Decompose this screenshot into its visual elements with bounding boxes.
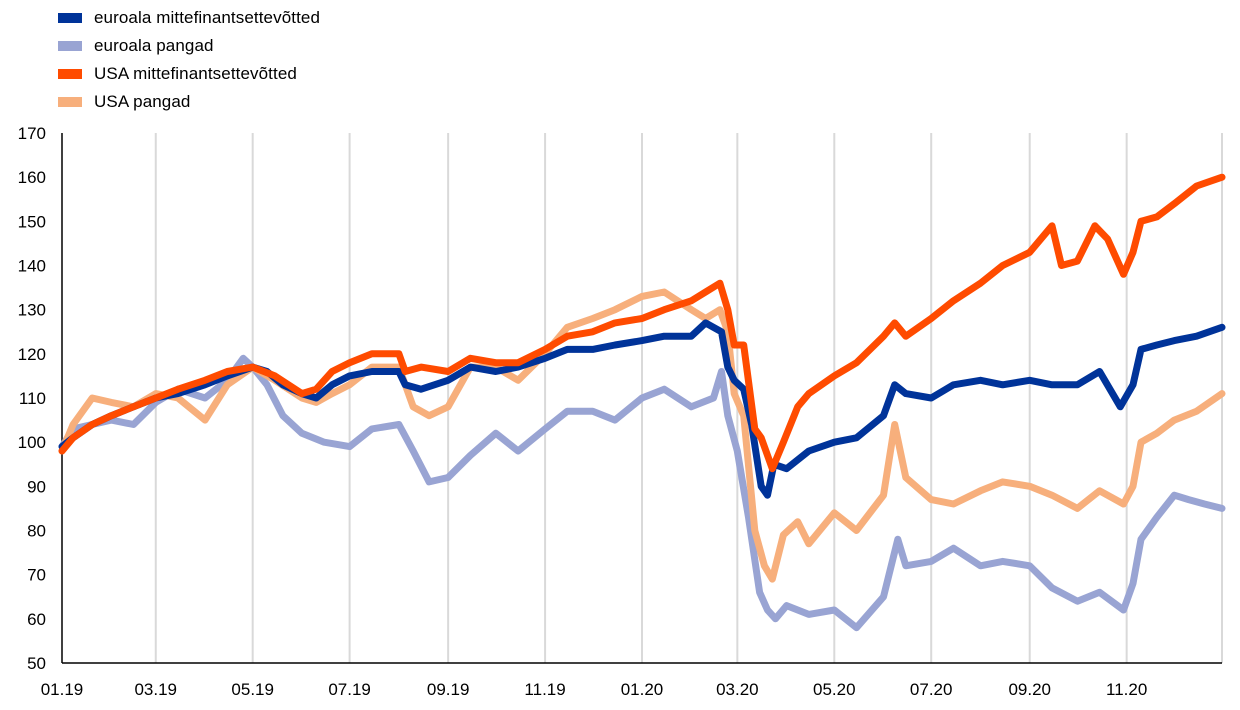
x-tick-label: 01.19 — [41, 680, 84, 699]
legend-swatch-usa-pangad — [58, 97, 82, 107]
x-tick-label: 01.20 — [621, 680, 664, 699]
x-tick-label: 09.20 — [1008, 680, 1051, 699]
y-tick-label: 90 — [27, 477, 46, 496]
y-tick-label: 160 — [18, 168, 46, 187]
y-tick-label: 60 — [27, 610, 46, 629]
x-tick-label: 03.20 — [716, 680, 759, 699]
y-tick-label: 150 — [18, 212, 46, 231]
legend-label-usa-mittefinantsettevotted: USA mittefinantsettevõtted — [94, 64, 297, 83]
y-tick-label: 70 — [27, 566, 46, 585]
x-tick-label: 11.19 — [524, 680, 565, 699]
y-tick-label: 170 — [18, 124, 46, 143]
x-tick-label: 03.19 — [134, 680, 177, 699]
y-axis-labels: 50 60 70 80 90 100 110 120 130 140 150 160 170 — [18, 124, 46, 673]
x-tick-label: 05.19 — [231, 680, 274, 699]
chart-series — [58, 173, 1226, 632]
chart-legend: euroala mittefinantsettevõtted euroala p… — [58, 4, 320, 116]
y-tick-label: 80 — [27, 522, 46, 541]
x-tick-label: 07.20 — [910, 680, 953, 699]
x-tick-label: 05.20 — [813, 680, 856, 699]
legend-item-euroala-mittefinantsettevotted: euroala mittefinantsettevõtted — [58, 4, 320, 32]
series-line-2 — [58, 173, 1226, 473]
y-tick-label: 100 — [18, 433, 46, 452]
y-tick-label: 110 — [19, 389, 46, 408]
legend-label-euroala-mittefinantsettevotted: euroala mittefinantsettevõtted — [94, 8, 321, 27]
legend-swatch-usa-mittefinantsettevotted — [58, 69, 82, 79]
legend-item-usa-pangad: USA pangad — [58, 88, 320, 116]
legend-item-euroala-pangad: euroala pangad — [58, 32, 320, 60]
y-tick-label: 120 — [18, 345, 46, 364]
y-tick-label: 130 — [18, 301, 46, 320]
chart-axes — [61, 133, 1222, 664]
legend-swatch-euroala-pangad — [58, 41, 82, 51]
y-tick-label: 140 — [18, 257, 46, 276]
y-tick-label: 50 — [27, 654, 46, 673]
legend-label-usa-pangad: USA pangad — [94, 92, 191, 111]
legend-swatch-euroala-mittefinantsettevotted — [58, 13, 82, 23]
x-tick-label: 09.19 — [427, 680, 470, 699]
x-tick-label: 11.20 — [1106, 680, 1147, 699]
legend-label-euroala-pangad: euroala pangad — [94, 36, 214, 55]
legend-item-usa-mittefinantsettevotted: USA mittefinantsettevõtted — [58, 60, 320, 88]
x-tick-label: 07.19 — [328, 680, 371, 699]
x-axis-labels: 01.19 03.19 05.19 07.19 09.19 11.19 01.20 03.20… — [41, 680, 1148, 699]
